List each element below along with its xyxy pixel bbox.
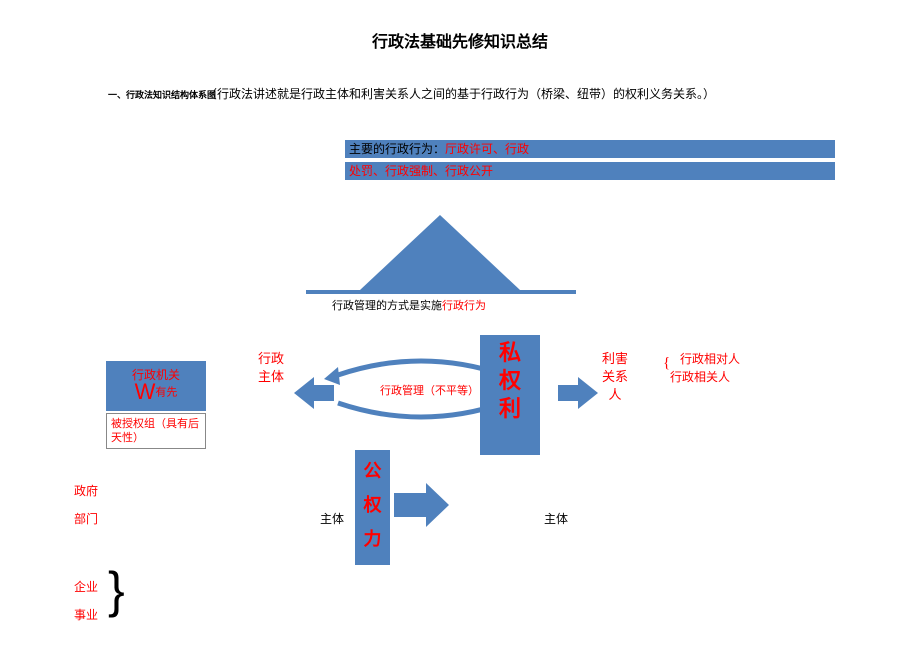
public-power-box: 公权力 bbox=[355, 450, 390, 565]
admin-subject-label: 行政主体 bbox=[258, 350, 284, 386]
mgmt-black: 行政管理的方式是实施 bbox=[332, 300, 442, 312]
admin-body-box: 行政机关 W有先 bbox=[106, 361, 206, 411]
subject-label-right: 主体 bbox=[544, 510, 568, 527]
gov-dept-label: 政府 部门 bbox=[74, 477, 98, 533]
triangle-shape bbox=[360, 215, 520, 290]
authorized-org-box: 被授权组（具有后天性） bbox=[106, 413, 206, 449]
counterpart-line2: 行政相关人 bbox=[670, 370, 730, 384]
ellipse-label: 行政管理（不平等） bbox=[380, 382, 479, 398]
arrow-left-icon bbox=[294, 377, 334, 414]
enterprise-label: 企业 事业 bbox=[74, 573, 98, 629]
counterpart-line1: 行政相对人 bbox=[680, 352, 740, 366]
intro-text: （行政法讲述就是行政主体和利害关系人之间的基于行政行为（桥梁、纽带）的权利义务关… bbox=[205, 85, 715, 102]
banner1-red: 厅政许可、行政 bbox=[445, 142, 529, 156]
triangle-base bbox=[306, 290, 576, 294]
admin-body-label: 行政机关 bbox=[106, 367, 206, 383]
page-title: 行政法基础先修知识总结 bbox=[0, 28, 920, 52]
admin-body-small: 有先 bbox=[155, 386, 177, 398]
subject-label-left: 主体 bbox=[320, 510, 344, 527]
section-label: 一、行政法知识结构体系图 bbox=[108, 88, 216, 101]
mgmt-method-label: 行政管理的方式是实施行政行为 bbox=[332, 297, 486, 313]
gov-label: 政府 bbox=[74, 484, 98, 498]
admin-body-w: W bbox=[135, 384, 156, 400]
banner1-black: 主要的行政行为： bbox=[349, 142, 445, 156]
counterpart-label: 行政相对人 行政相关人 bbox=[670, 350, 740, 386]
dept-label: 部门 bbox=[74, 512, 98, 526]
mgmt-red: 行政行为 bbox=[442, 300, 486, 312]
large-brace-icon: } bbox=[108, 565, 125, 615]
inst-label: 事业 bbox=[74, 608, 98, 622]
banner-line-1: 主要的行政行为：厅政许可、行政 bbox=[345, 140, 835, 158]
stakeholder-label: 利害关系人 bbox=[602, 350, 628, 404]
ent-label: 企业 bbox=[74, 580, 98, 594]
arrow-right-icon bbox=[558, 377, 598, 414]
banner-line-2: 处罚、行政强制、行政公开 bbox=[345, 162, 835, 180]
arrow-mid-icon bbox=[394, 480, 449, 535]
private-rights-box: 私权利 bbox=[480, 335, 540, 455]
